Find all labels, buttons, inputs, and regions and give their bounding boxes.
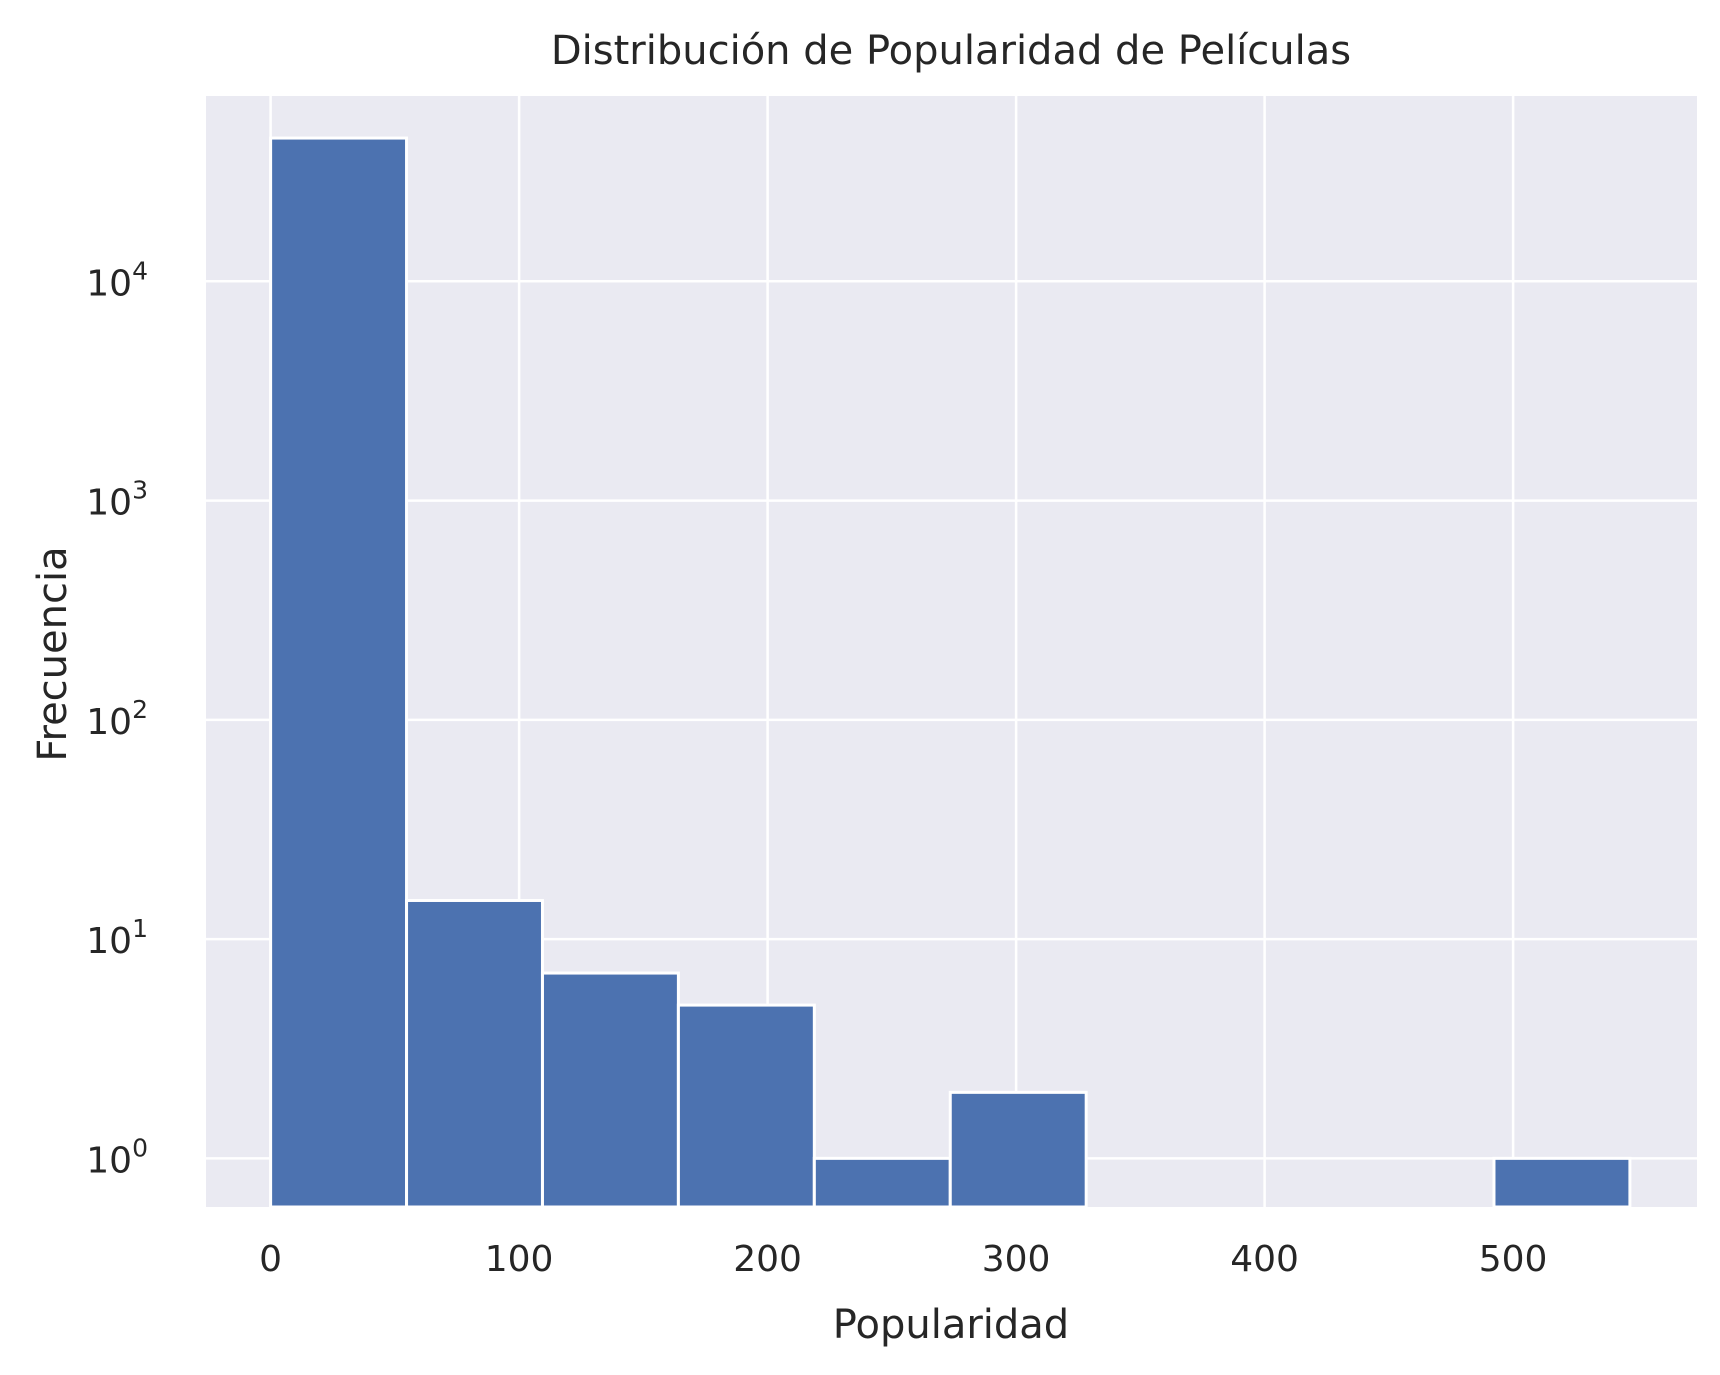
x-tick-label: 500 [1479,1239,1548,1280]
histogram-bar-3 [540,971,680,1209]
y-axis-ticks: 100 101 102 103 104 [86,256,148,1181]
histogram-bar-10 [1492,1156,1632,1209]
y-tick-label: 102 [86,695,148,743]
x-tick-label: 400 [1230,1239,1299,1280]
x-tick-label: 100 [485,1239,554,1280]
x-tick-label: 0 [259,1239,282,1280]
bars [269,136,1632,1209]
y-axis-label: Frecuencia [30,546,76,761]
y-tick-label: 101 [86,914,148,962]
histogram-bar-1 [269,136,409,1209]
x-axis-ticks: 0 100 200 300 400 500 [259,1239,1547,1280]
x-tick-label: 300 [982,1239,1051,1280]
x-tick-label: 200 [733,1239,802,1280]
histogram-bar-5 [812,1156,952,1209]
histogram-bar-2 [405,898,544,1209]
histogram-bar-6 [948,1090,1088,1209]
chart-title: Distribución de Popularidad de Películas [551,28,1351,74]
y-tick-label: 103 [86,476,148,524]
y-tick-label: 100 [86,1133,148,1181]
x-axis-label: Popularidad [833,1302,1069,1348]
histogram-bar-4 [676,1003,816,1209]
y-tick-label: 104 [86,256,148,304]
